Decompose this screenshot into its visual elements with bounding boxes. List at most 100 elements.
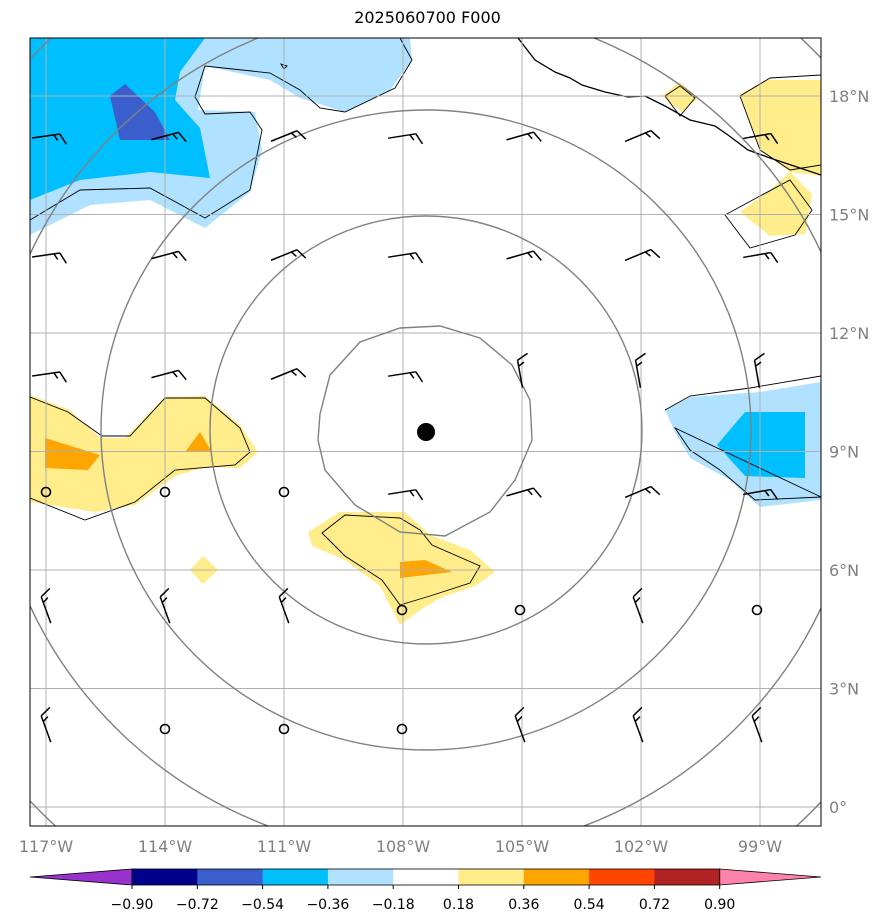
latitude-label: 6°N <box>829 561 859 580</box>
longitude-label: 102°W <box>614 837 669 856</box>
colorbar-tick-label: 0.90 <box>704 897 735 913</box>
graticule <box>30 38 821 826</box>
longitude-label: 117°W <box>19 837 74 856</box>
colorbar-segment <box>132 869 198 885</box>
colorbar-segment <box>458 869 525 885</box>
colorbar-segment <box>589 869 655 885</box>
colorbar-segment <box>393 869 459 885</box>
wind-barb <box>270 368 307 380</box>
calm-wind-marker <box>751 604 763 616</box>
wind-barb <box>388 252 424 264</box>
calm-wind-marker <box>514 604 526 616</box>
wind-barb <box>624 485 661 499</box>
contour-line <box>30 38 413 221</box>
colorbar-tick-label: −0.54 <box>241 897 284 913</box>
wind-barb <box>32 371 67 383</box>
longitude-label: 99°W <box>738 837 782 856</box>
wind-barb <box>270 130 307 142</box>
latitude-label: 9°N <box>829 443 859 462</box>
colorbar-tick-label: 0.18 <box>443 897 474 913</box>
calm-wind-marker <box>278 723 290 735</box>
wind-barb <box>32 133 67 145</box>
contour-line <box>30 396 251 521</box>
wind-barb <box>278 587 290 624</box>
colorbar: −0.90 −0.72 −0.54 −0.36 −0.18 0.18 0.36 0.54 0.7… <box>29 868 822 913</box>
wind-barb <box>40 587 52 624</box>
longitude-label: 105°W <box>495 837 550 856</box>
wind-barb <box>388 133 424 145</box>
range-ring-1 <box>317 325 533 537</box>
wind-barb-layer <box>32 129 779 743</box>
wind-barb <box>751 706 763 743</box>
longitude-labels: 117°W 114°W 111°W 108°W 105°W 102°W 99°W <box>19 837 782 856</box>
wind-barb <box>506 131 542 142</box>
wind-barb <box>743 488 779 500</box>
colorbar-segment <box>654 869 721 885</box>
calm-wind-marker <box>159 723 171 735</box>
coastline <box>517 38 821 176</box>
colorbar-segment <box>262 869 329 885</box>
colorbar-tick-label: −0.90 <box>111 897 154 913</box>
longitude-label: 111°W <box>257 837 312 856</box>
wind-barb <box>40 706 52 743</box>
calm-wind-marker <box>40 486 52 498</box>
wind-barb <box>514 706 526 743</box>
calm-wind-marker <box>278 486 290 498</box>
contour-line <box>664 375 821 501</box>
latitude-label: 15°N <box>829 206 869 225</box>
map-frame <box>29 37 822 827</box>
wind-barb <box>624 248 661 262</box>
calm-wind-marker <box>396 604 408 616</box>
colorbar-tick-label: 0.36 <box>508 897 539 913</box>
wind-barb <box>743 251 779 263</box>
latitude-label: 0° <box>829 798 847 817</box>
wind-barb <box>624 129 661 143</box>
wind-barb <box>753 352 765 388</box>
latitude-label: 3°N <box>829 680 859 699</box>
wind-barb <box>506 250 542 261</box>
range-ring-2 <box>209 215 643 645</box>
colorbar-tick-label: −0.72 <box>176 897 219 913</box>
colorbar-segment <box>327 869 394 885</box>
wind-barb <box>151 250 187 262</box>
wind-barb <box>159 587 171 624</box>
negative-anomaly-mid-east <box>717 412 805 478</box>
wind-barb <box>632 587 644 624</box>
calm-wind-marker <box>159 486 171 498</box>
latitude-label: 12°N <box>829 324 869 343</box>
calm-wind-marker <box>396 723 408 735</box>
longitude-label: 108°W <box>376 837 431 856</box>
colorbar-segment <box>197 869 264 885</box>
longitude-label: 114°W <box>138 837 193 856</box>
wind-barb <box>506 487 542 498</box>
wind-barb <box>388 489 424 501</box>
positive-anomaly-mid-south <box>400 560 452 578</box>
colorbar-extend-right <box>719 868 822 886</box>
positive-anomaly-mid-west-2 <box>185 432 212 452</box>
colorbar-tick-label: 0.54 <box>574 897 605 913</box>
positive-anomaly-mid-west-1 <box>45 438 100 470</box>
positive-anomaly-light-west <box>30 395 258 512</box>
colorbar-segment <box>523 869 590 885</box>
negative-anomaly-strong-nw <box>110 84 170 140</box>
map-title: 2025060700 F000 <box>354 8 501 27</box>
colorbar-extend-left <box>29 868 133 886</box>
contour-line <box>664 85 696 117</box>
colorbar-outline <box>131 868 721 886</box>
latitude-label: 18°N <box>829 87 869 106</box>
wind-barb <box>270 249 307 261</box>
wind-barb <box>388 371 424 383</box>
wind-barb <box>634 352 646 388</box>
colorbar-tick-label: −0.36 <box>306 897 349 913</box>
colorbar-tick-label: 0.72 <box>639 897 670 913</box>
wind-barb <box>151 131 187 143</box>
range-ring-3 <box>100 109 752 751</box>
contour-line <box>321 514 481 606</box>
anomaly-contours <box>30 38 821 606</box>
wind-barb <box>516 352 528 388</box>
wind-barb <box>632 706 644 743</box>
wind-barb <box>151 369 187 381</box>
latitude-labels: 18°N 15°N 12°N 9°N 6°N 3°N 0° <box>829 87 869 817</box>
